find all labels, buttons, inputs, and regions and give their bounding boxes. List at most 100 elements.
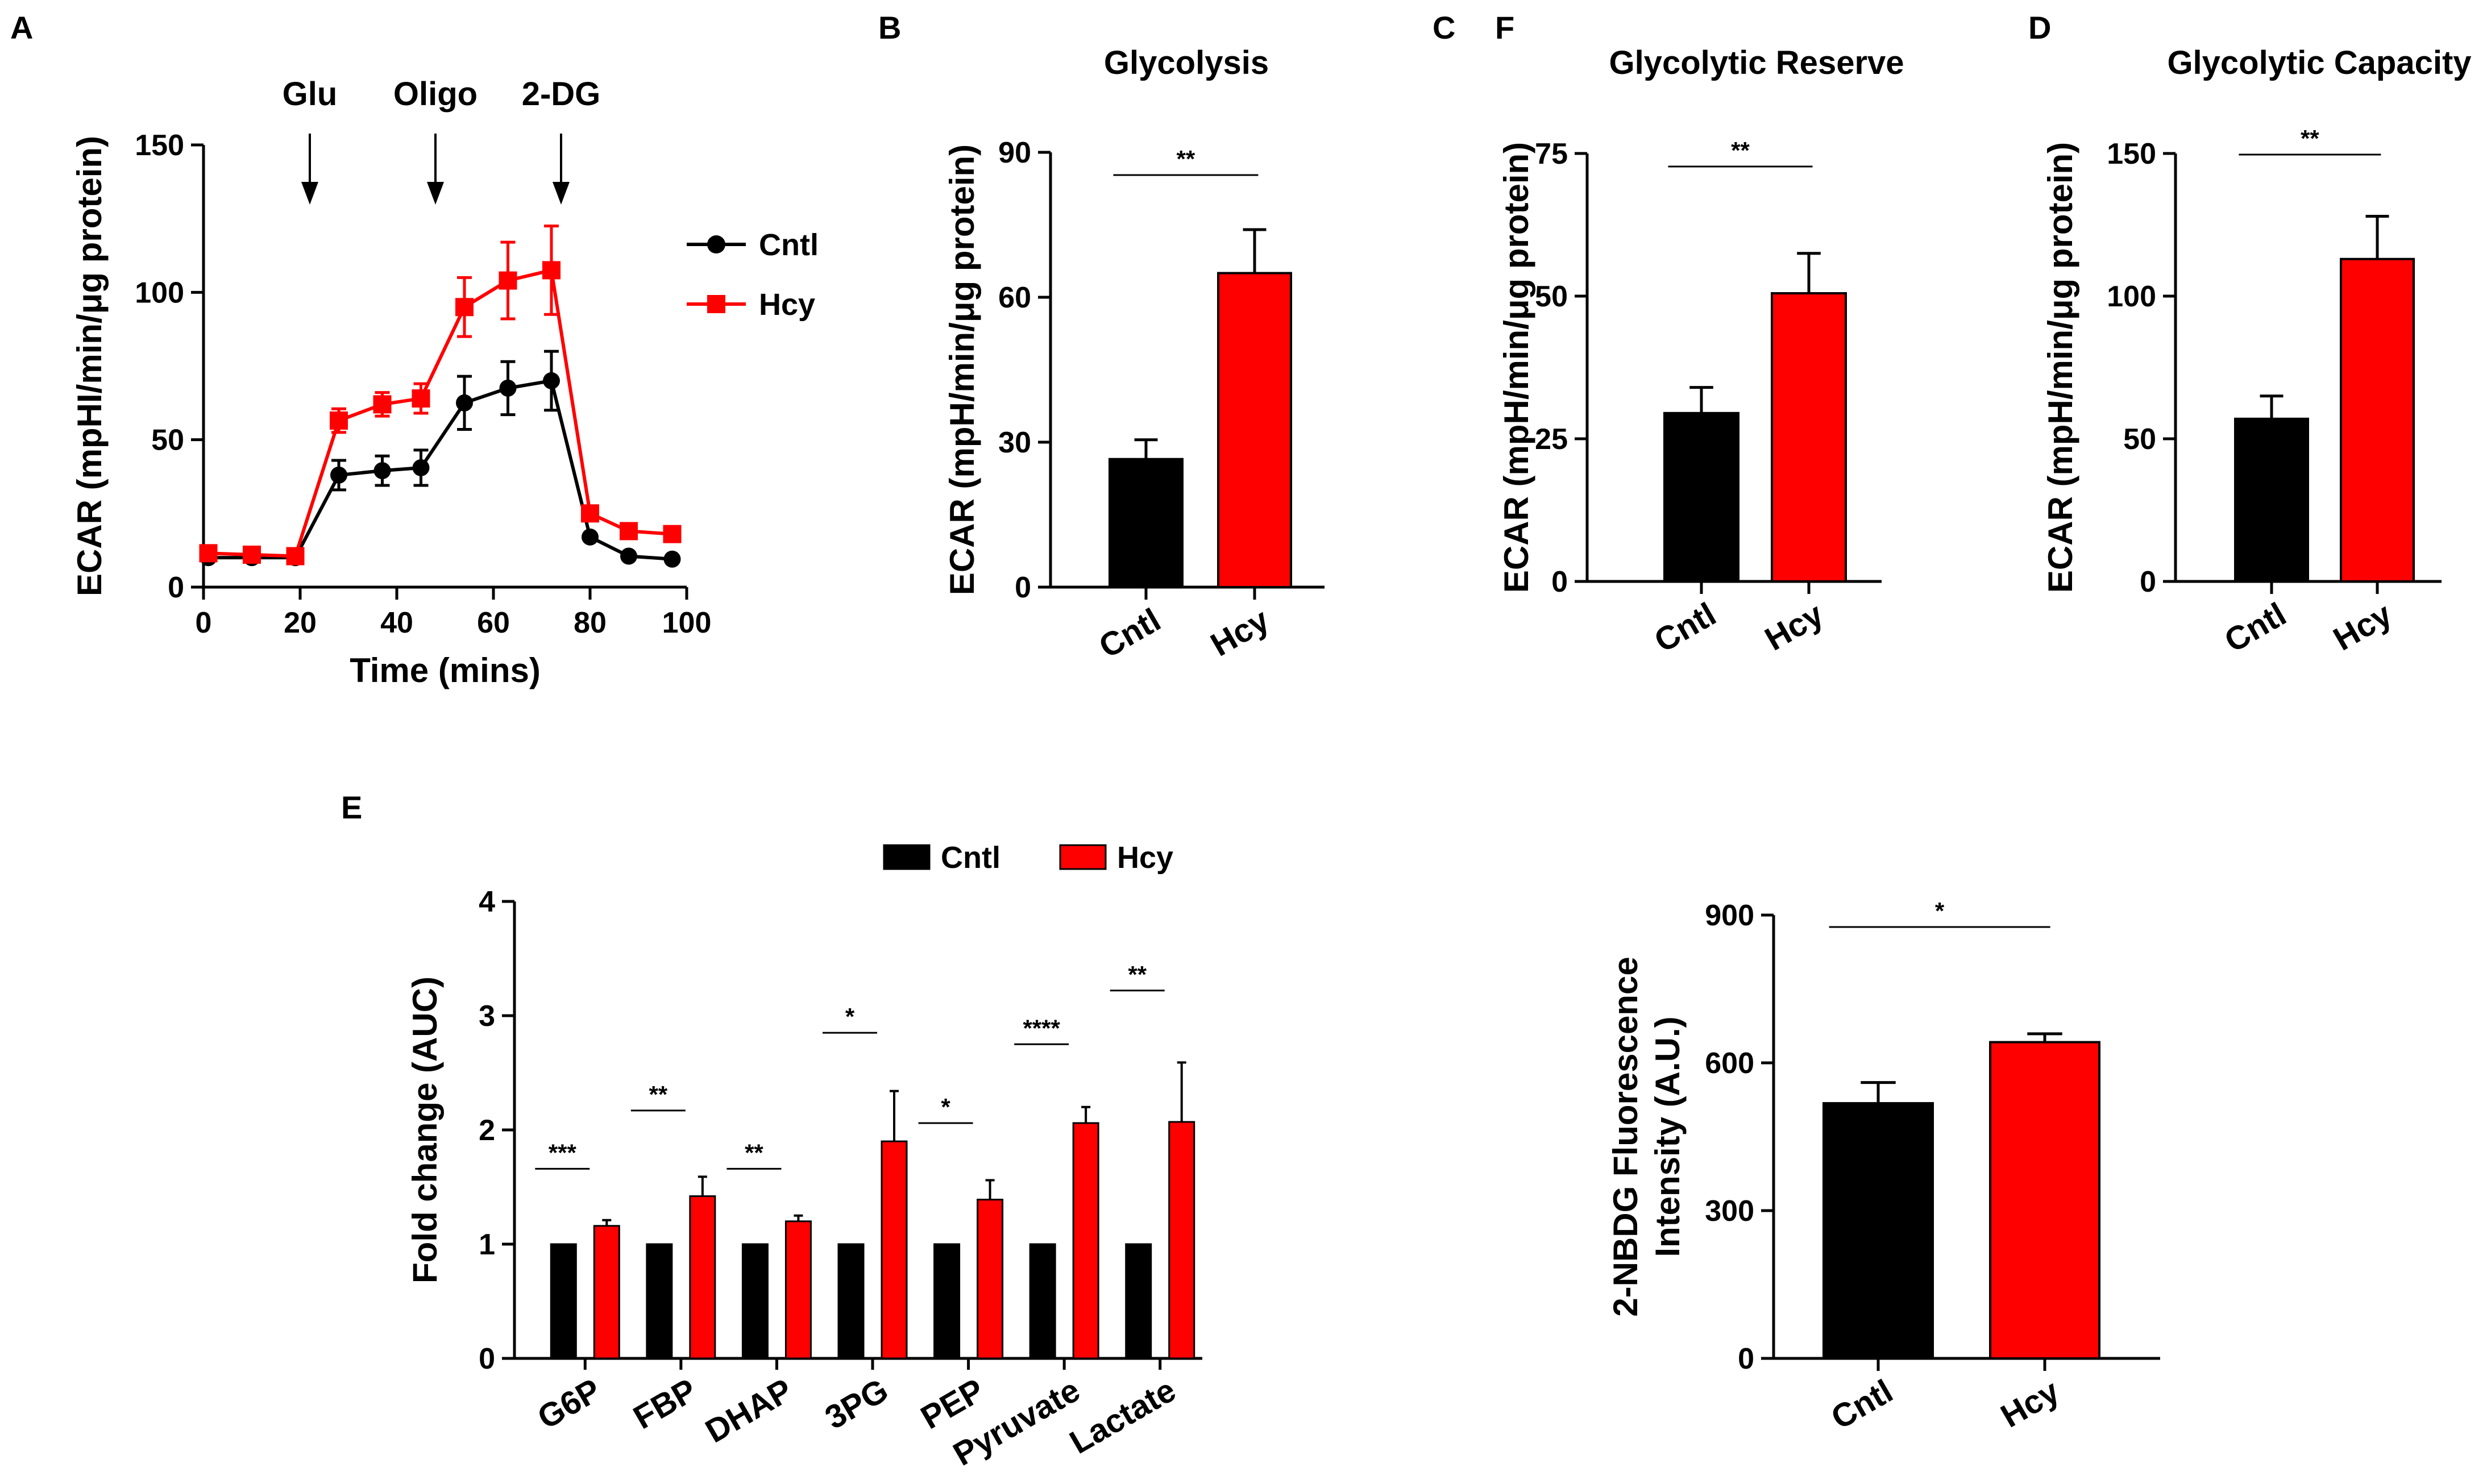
- panel-b-ytick-label: 90: [998, 136, 1031, 169]
- bar-e-cntl: [550, 1243, 577, 1360]
- panel-f-ytick-label: 900: [1705, 899, 1754, 932]
- error-bar: [2365, 214, 2389, 259]
- bar-e-cntl: [1029, 1243, 1056, 1360]
- injection-label: Oligo: [393, 76, 478, 113]
- significance-label: **: [2301, 125, 2319, 152]
- data-point-hcy: [373, 395, 392, 414]
- significance-label: **: [1731, 137, 1750, 164]
- injection-arrow-head: [301, 182, 318, 205]
- significance-label: ***: [549, 1139, 577, 1166]
- panel-e-category-label: 3PG: [819, 1371, 894, 1436]
- data-point-cntl: [499, 379, 517, 397]
- data-point-hcy: [542, 261, 561, 280]
- panel-e-ytick-label: 2: [479, 1114, 495, 1147]
- panel-a-xtick-label: 60: [477, 606, 510, 639]
- panel-e-ylabel: Fold change (AUC): [406, 976, 444, 1283]
- error-bar: [985, 1179, 995, 1200]
- bar-f-hcy: [1989, 1041, 2100, 1360]
- panel-e-category-label: Lactate: [1064, 1371, 1182, 1461]
- data-point-hcy: [199, 544, 218, 563]
- panel-a-xtick-label: 20: [284, 606, 317, 639]
- panel-d-ytick-label: 100: [2107, 280, 2156, 313]
- panel-a-axes: [202, 145, 687, 589]
- data-point-cntl: [543, 372, 560, 389]
- panel-f-ytick-label: 600: [1705, 1047, 1754, 1080]
- bar-d-cntl: [2234, 417, 2309, 583]
- panel-d-ytick-label: 50: [2123, 423, 2156, 456]
- panel-d-title: Glycolytic Capacity: [2167, 44, 2471, 81]
- error-bar: [602, 1219, 612, 1226]
- panel-c-ytick-label: 25: [1535, 423, 1568, 456]
- panel-d-category-label: Cntl: [2218, 596, 2292, 660]
- data-point-cntl: [373, 462, 391, 480]
- data-point-cntl: [663, 550, 681, 568]
- data-point-hcy: [412, 389, 430, 408]
- panel-c-ylabel: ECAR (mpH/min/μg protein): [1497, 142, 1535, 593]
- significance-label: **: [1177, 146, 1195, 172]
- panel-e-category-label: DHAP: [699, 1371, 799, 1450]
- panel-label-b: B: [878, 10, 901, 45]
- bar-e-cntl: [837, 1243, 865, 1360]
- bar-e-cntl: [741, 1243, 769, 1360]
- significance-label: *: [1935, 897, 1945, 924]
- data-point-cntl: [456, 394, 473, 411]
- panel-a-ytick-label: 0: [168, 571, 184, 604]
- panel-d-ylabel: ECAR (mpH/min/μg protein): [2041, 142, 2079, 593]
- bar-c-hcy: [1771, 292, 1847, 583]
- panel-a-ytick-label: 50: [151, 424, 184, 457]
- panel-c-ytick-label: 0: [1551, 566, 1568, 598]
- error-bar: [1081, 1105, 1091, 1123]
- legend-label-hcy: Hcy: [1117, 841, 1173, 875]
- injection-label: 2-DG: [522, 76, 601, 113]
- injection-arrow-head: [553, 182, 570, 205]
- panel-f-category-label: Hcy: [1995, 1373, 2066, 1435]
- panel-a-ytick-label: 150: [135, 129, 184, 162]
- panel-f-ylabel-line: Intensity (A.U.): [1649, 1016, 1687, 1257]
- panel-f-category-label: Cntl: [1825, 1373, 1899, 1437]
- panel-b-ytick-label: 30: [998, 426, 1031, 459]
- error-bar: [2027, 1032, 2062, 1042]
- data-point-cntl: [412, 459, 430, 476]
- panel-c-ytick-label: 50: [1535, 280, 1568, 313]
- data-point-cntl: [620, 547, 637, 565]
- panel-c-category-label: Cntl: [1648, 596, 1722, 660]
- significance-label: *: [941, 1094, 950, 1120]
- panel-f-ylabel-line: 2-NBDG Fluorescence: [1606, 957, 1645, 1317]
- panel-c-ytick-label: 75: [1535, 138, 1568, 171]
- legend-label-cntl: Cntl: [759, 228, 819, 262]
- data-point-hcy: [663, 525, 682, 543]
- bar-e-cntl: [933, 1243, 961, 1360]
- error-bar: [1861, 1081, 1896, 1104]
- bar-e-cntl: [1125, 1243, 1152, 1360]
- panel-b-category-label: Hcy: [1205, 601, 1276, 663]
- panel-e-category-label: G6P: [532, 1371, 607, 1436]
- bar-b-cntl: [1109, 458, 1184, 588]
- error-bar: [2260, 394, 2284, 419]
- error-bar: [1177, 1061, 1186, 1122]
- panel-b-category-label: Cntl: [1093, 601, 1166, 666]
- data-point-hcy: [286, 547, 305, 566]
- panel-d-ytick-label: 0: [2140, 566, 2156, 598]
- panel-a-ylabel: ECAR (mpHI/min/μg protein): [70, 136, 109, 596]
- panel-label-e: E: [341, 789, 362, 825]
- panel-label-d: D: [2028, 10, 2051, 45]
- injection-label: Glu: [283, 76, 338, 113]
- legend-swatch-hcy: [1059, 844, 1107, 870]
- bar-c-cntl: [1663, 411, 1739, 583]
- significance-label: *: [845, 1003, 855, 1030]
- legend-swatch-cntl: [883, 844, 931, 870]
- data-point-hcy: [455, 298, 474, 317]
- panel-label-a: A: [10, 10, 33, 45]
- bar-e-hcy: [1072, 1122, 1099, 1360]
- panel-c-category-label: Hcy: [1759, 596, 1830, 658]
- injection-arrow-head: [427, 182, 444, 205]
- bar-e-hcy: [784, 1220, 812, 1360]
- panel-f-ytick-label: 0: [1738, 1342, 1754, 1375]
- data-point-hcy: [243, 545, 261, 564]
- panel-d-category-label: Hcy: [2327, 596, 2398, 658]
- error-bar: [1243, 228, 1267, 273]
- data-point-hcy: [581, 504, 599, 523]
- bar-e-hcy: [593, 1225, 620, 1360]
- bar-d-hcy: [2340, 257, 2415, 583]
